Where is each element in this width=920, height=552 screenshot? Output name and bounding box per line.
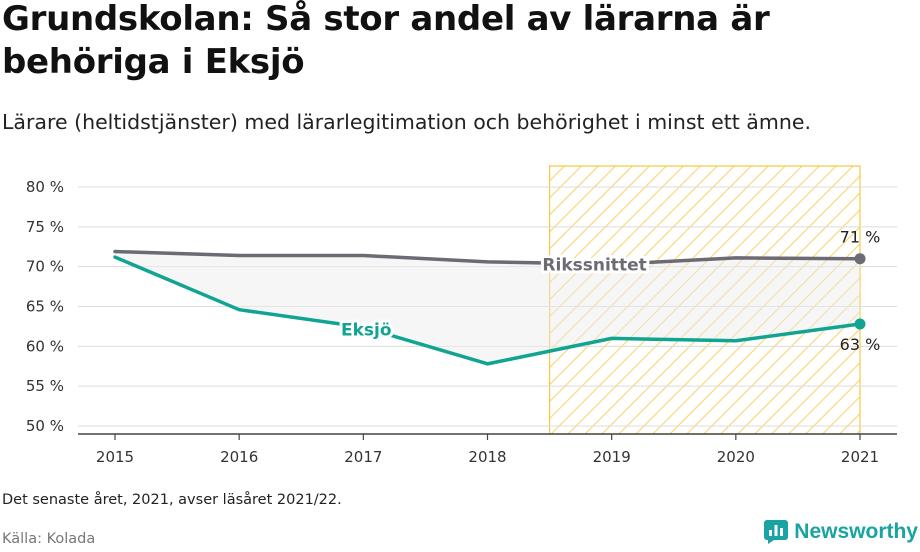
x-tick-label: 2017 <box>344 448 382 466</box>
brand-logo: Newsworthy <box>764 520 918 544</box>
chart-title: Grundskolan: Så stor andel av lärarna är… <box>2 0 770 82</box>
x-tick-label: 2020 <box>717 448 755 466</box>
y-tick-label: 60 % <box>26 337 64 355</box>
y-tick-label: 70 % <box>26 258 64 276</box>
rikssnittet-series-label-halo: Rikssnittet <box>542 255 646 275</box>
x-tick-label: 2016 <box>220 448 258 466</box>
gap-area <box>115 251 860 364</box>
eksjo-end-point <box>854 318 866 330</box>
footnote: Det senaste året, 2021, avser läsåret 20… <box>2 492 342 508</box>
rikssnittet-line <box>113 249 862 267</box>
x-tick-label: 2018 <box>468 448 506 466</box>
y-tick-label: 75 % <box>26 218 64 236</box>
rikssnittet-end-label: 71 % <box>840 228 881 247</box>
rikssnittet-series-label: Rikssnittet <box>542 255 646 275</box>
eksjo-line <box>113 255 862 366</box>
chart-subtitle: Lärare (heltidstjänster) med lärarlegiti… <box>2 110 811 134</box>
y-tick-label: 55 % <box>26 377 64 395</box>
y-tick-label: 65 % <box>26 298 64 316</box>
eksjo-series-label: Eksjö <box>341 321 392 341</box>
rikssnittet-end-point <box>854 253 866 265</box>
eksjo-series-label-halo: Eksjö <box>341 321 392 341</box>
x-tick-label: 2021 <box>841 448 879 466</box>
y-tick-label: 50 % <box>26 417 64 435</box>
highlight-band <box>548 165 861 435</box>
x-tick-label: 2019 <box>593 448 631 466</box>
y-tick-label: 80 % <box>26 178 64 196</box>
x-tick-label: 2015 <box>96 448 134 466</box>
brand-name: Newsworthy <box>794 520 918 543</box>
newsworthy-logo-icon <box>764 520 789 544</box>
eksjo-end-label: 63 % <box>840 335 881 354</box>
source-text: Källa: Kolada <box>2 531 96 547</box>
